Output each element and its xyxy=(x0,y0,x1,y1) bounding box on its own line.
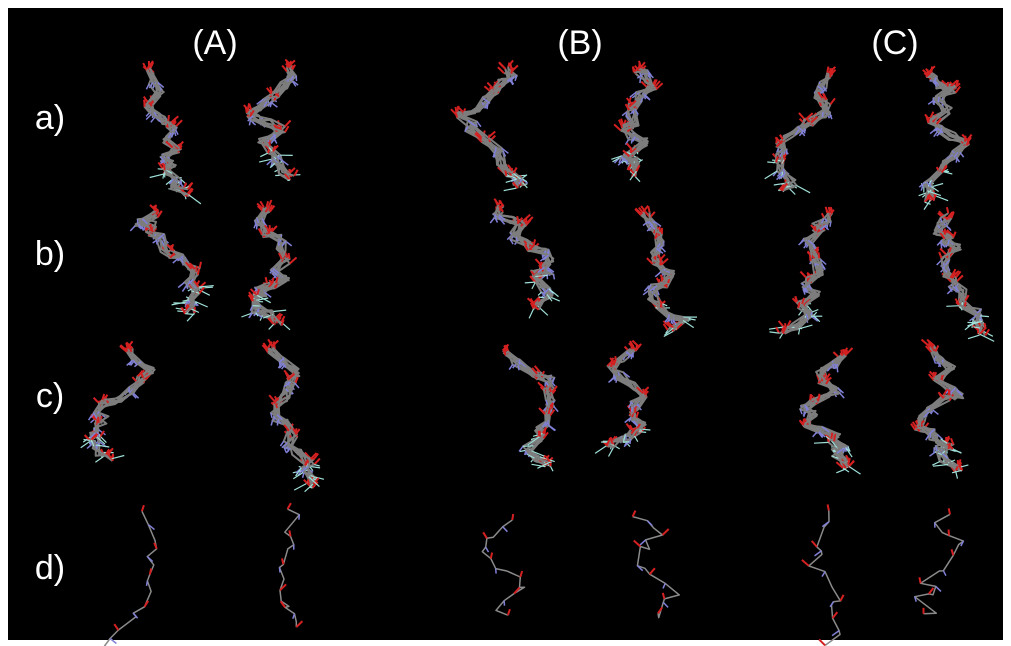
molecule-bond xyxy=(635,407,636,413)
molecule-bond xyxy=(660,259,661,265)
molecule-bond xyxy=(633,352,634,357)
molecule-bond xyxy=(632,407,633,412)
molecule-bond xyxy=(640,78,641,83)
molecule-bond xyxy=(539,431,540,437)
molecule-bond xyxy=(287,180,290,181)
molecule-bond xyxy=(830,222,831,227)
molecule-bond xyxy=(526,218,527,224)
molecule-bond xyxy=(156,240,157,245)
molecule-bond xyxy=(841,350,842,356)
molecule-bond xyxy=(288,447,289,452)
molecule-bond xyxy=(946,306,960,307)
molecule-bond xyxy=(505,170,506,176)
molecule-bond xyxy=(803,419,804,425)
background xyxy=(8,8,1003,640)
molecule-bond xyxy=(834,435,835,441)
molecule-bond xyxy=(98,417,99,423)
molecule-bond xyxy=(631,343,632,349)
molecule-bond xyxy=(828,504,829,510)
molecule-bond xyxy=(289,530,290,536)
molecule-bond xyxy=(491,553,492,559)
molecule-bond xyxy=(783,185,784,191)
molecule-bond xyxy=(630,439,631,444)
molecule-bond xyxy=(633,66,634,72)
molecule-bond xyxy=(831,433,832,439)
molecule-bond xyxy=(980,316,989,317)
molecule-bond xyxy=(639,63,640,69)
molecule-bond xyxy=(615,376,616,381)
molecule-bond xyxy=(129,387,130,392)
molecule-bond xyxy=(150,569,151,575)
molecule-bond xyxy=(919,577,920,583)
page: (A) (B) (C) a) b) c) d) (() => { const d… xyxy=(0,0,1011,646)
row-label: b) xyxy=(35,235,65,273)
molecule-bond xyxy=(554,274,555,279)
molecule-bond xyxy=(511,64,512,70)
molecule-bond xyxy=(168,115,169,121)
molecule-bond xyxy=(518,365,519,370)
molecule-bond xyxy=(147,581,148,586)
row-label: a) xyxy=(35,99,65,137)
molecule-bond xyxy=(200,262,201,268)
figure: (A) (B) (C) a) b) c) d) xyxy=(0,0,1011,646)
molecule-bond xyxy=(947,207,948,213)
molecule-bond xyxy=(648,206,649,212)
column-label: (C) xyxy=(871,24,918,62)
molecule-bond xyxy=(795,296,796,302)
molecule-bond xyxy=(266,277,267,283)
molecule-bond xyxy=(308,480,309,486)
molecule-bond xyxy=(938,97,939,102)
column-label: (B) xyxy=(557,24,602,62)
molecule-bond xyxy=(504,349,505,355)
molecule-bond xyxy=(198,269,199,275)
molecule-bond xyxy=(249,120,250,125)
molecule-bond xyxy=(819,639,825,645)
molecule-bond xyxy=(91,441,92,442)
molecule-bond xyxy=(276,277,277,283)
molecule-bond xyxy=(534,239,535,245)
molecule-bond xyxy=(661,302,662,308)
row-label: c) xyxy=(36,377,64,415)
molecule-bond xyxy=(512,514,513,520)
molecule-bond xyxy=(943,263,944,268)
column-label: (A) xyxy=(192,24,237,62)
molecule-bond xyxy=(523,446,534,447)
molecule-bond xyxy=(949,508,950,514)
molecule-bond xyxy=(822,112,823,117)
molecule-bond xyxy=(819,252,820,258)
molecule-bond xyxy=(157,209,158,215)
molecule-bond xyxy=(289,253,290,259)
molecule-bond xyxy=(525,282,535,283)
molecule-bond xyxy=(814,442,829,443)
molecule-bond xyxy=(978,328,979,334)
molecule-bond xyxy=(810,255,811,261)
molecule-bond xyxy=(827,67,828,73)
molecule-bond xyxy=(517,216,518,222)
molecule-bond xyxy=(282,558,283,564)
row-label: d) xyxy=(35,549,65,587)
molecule-bond xyxy=(810,394,811,400)
molecule-bond xyxy=(833,451,836,452)
molecule-bond xyxy=(280,568,281,573)
